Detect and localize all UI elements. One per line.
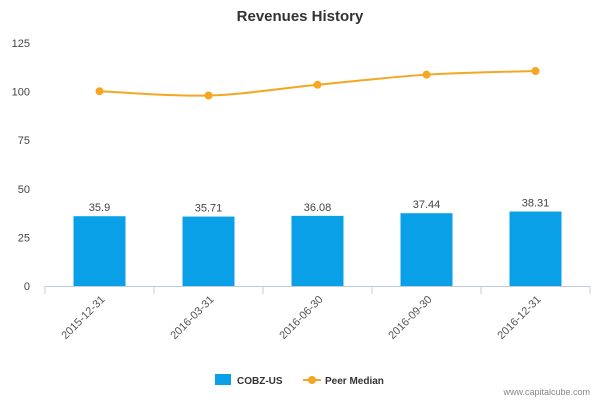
legend-label-peer-median: Peer Median <box>325 376 384 387</box>
x-tick-label: 2016-12-31 <box>495 294 543 342</box>
bar-data-label: 35.71 <box>195 203 223 215</box>
bar-data-label: 36.08 <box>304 202 332 214</box>
chart-title: Revenues History <box>237 8 364 25</box>
line-point <box>313 80 322 89</box>
chart-legend[interactable]: COBZ-US Peer Median <box>215 374 384 387</box>
line-point <box>531 66 540 75</box>
x-tick-label: 2015-12-31 <box>59 294 107 342</box>
bar-data-label: 35.9 <box>89 202 110 214</box>
bar <box>73 216 126 286</box>
bar-series-cobz-us <box>73 211 562 286</box>
bar-data-labels: 35.9 35.71 36.08 37.44 38.31 <box>89 198 549 215</box>
line-point <box>422 70 431 79</box>
x-tick-label: 2016-06-30 <box>277 294 325 342</box>
bar <box>182 216 235 286</box>
y-tick-label: 25 <box>18 232 30 244</box>
bar <box>509 211 562 286</box>
bar-data-label: 38.31 <box>522 198 550 210</box>
legend-marker-peer-median <box>308 376 316 384</box>
legend-label-cobz-us: COBZ-US <box>237 376 283 387</box>
line-point <box>204 91 213 100</box>
y-tick-label: 100 <box>12 87 30 99</box>
y-tick-label: 75 <box>18 135 30 147</box>
watermark-text: www.capitalcube.com <box>502 387 590 397</box>
line-point <box>95 87 104 96</box>
y-axis: 0 25 50 75 100 125 <box>12 38 30 293</box>
legend-item-cobz-us[interactable]: COBZ-US <box>215 374 283 387</box>
legend-swatch-cobz-us <box>215 374 231 385</box>
line-series-peer-median <box>95 66 540 100</box>
y-tick-label: 125 <box>12 38 30 50</box>
x-tick-label: 2016-09-30 <box>386 294 434 342</box>
x-tick-label: 2016-03-31 <box>168 294 216 342</box>
bar <box>400 213 453 286</box>
y-tick-label: 50 <box>18 184 30 196</box>
legend-item-peer-median[interactable]: Peer Median <box>303 376 384 387</box>
x-axis: 2015-12-31 2016-03-31 2016-06-30 2016-09-30… <box>44 286 591 342</box>
bar <box>291 215 344 286</box>
y-tick-label: 0 <box>24 281 30 293</box>
bar-data-label: 37.44 <box>413 199 441 211</box>
